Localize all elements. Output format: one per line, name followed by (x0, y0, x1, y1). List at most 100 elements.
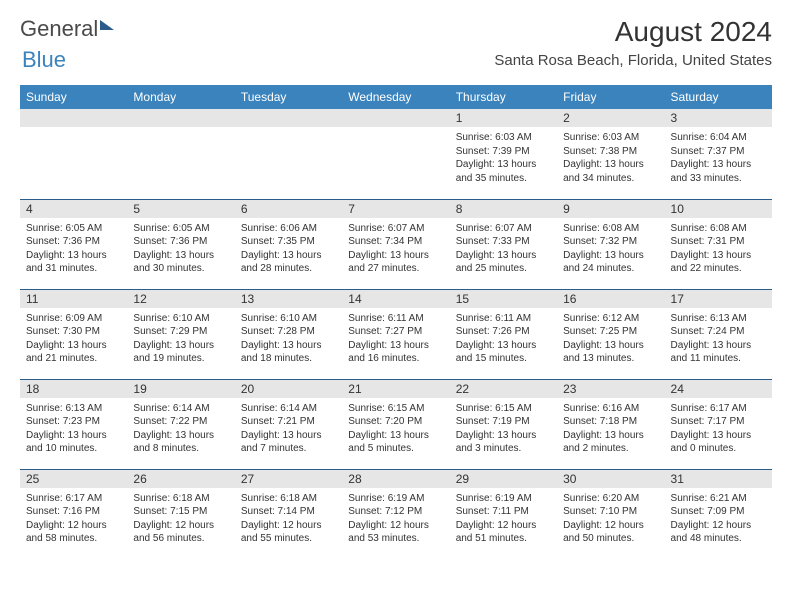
sunrise-text: Sunrise: 6:10 AM (133, 312, 228, 326)
day-details: Sunrise: 6:05 AMSunset: 7:36 PMDaylight:… (26, 222, 121, 276)
sunrise-text: Sunrise: 6:08 AM (671, 222, 766, 236)
day-details: Sunrise: 6:18 AMSunset: 7:14 PMDaylight:… (241, 492, 336, 546)
sunset-text: Sunset: 7:27 PM (348, 325, 443, 339)
sunset-text: Sunset: 7:32 PM (563, 235, 658, 249)
day-number (235, 109, 342, 127)
sunrise-text: Sunrise: 6:13 AM (671, 312, 766, 326)
sunrise-text: Sunrise: 6:03 AM (563, 131, 658, 145)
day-details: Sunrise: 6:03 AMSunset: 7:38 PMDaylight:… (563, 131, 658, 185)
sunset-text: Sunset: 7:29 PM (133, 325, 228, 339)
sunrise-text: Sunrise: 6:18 AM (133, 492, 228, 506)
sunrise-text: Sunrise: 6:08 AM (563, 222, 658, 236)
daylight-text: Daylight: 13 hours and 3 minutes. (456, 429, 551, 456)
daylight-text: Daylight: 13 hours and 24 minutes. (563, 249, 658, 276)
day-number: 4 (20, 200, 127, 218)
day-details: Sunrise: 6:10 AMSunset: 7:29 PMDaylight:… (133, 312, 228, 366)
calendar-cell: 24Sunrise: 6:17 AMSunset: 7:17 PMDayligh… (665, 379, 772, 469)
dayheader: Sunday (20, 85, 127, 109)
day-details: Sunrise: 6:07 AMSunset: 7:33 PMDaylight:… (456, 222, 551, 276)
day-number: 24 (665, 380, 772, 398)
day-number: 16 (557, 290, 664, 308)
daylight-text: Daylight: 12 hours and 53 minutes. (348, 519, 443, 546)
calendar-cell: 28 Sunrise: 6:19 AMSunset: 7:12 PMDayligh… (342, 469, 449, 559)
day-details: Sunrise: 6:12 AMSunset: 7:25 PMDaylight:… (563, 312, 658, 366)
calendar-cell: 5Sunrise: 6:05 AMSunset: 7:36 PMDaylight… (127, 199, 234, 289)
sunset-text: Sunset: 7:30 PM (26, 325, 121, 339)
day-number (342, 109, 449, 127)
calendar-cell: 26Sunrise: 6:18 AMSunset: 7:15 PMDayligh… (127, 469, 234, 559)
sunset-text: Sunset: 7:17 PM (671, 415, 766, 429)
daylight-text: Daylight: 13 hours and 15 minutes. (456, 339, 551, 366)
day-details: Sunrise: 6:19 AMSunset: 7:12 PMDaylight:… (348, 492, 443, 546)
day-number: 17 (665, 290, 772, 308)
calendar-cell: 10 Sunrise: 6:08 AMSunset: 7:31 PMDayligh… (665, 199, 772, 289)
sunset-text: Sunset: 7:26 PM (456, 325, 551, 339)
sunrise-text: Sunrise: 6:04 AM (671, 131, 766, 145)
daylight-text: Daylight: 13 hours and 25 minutes. (456, 249, 551, 276)
daylight-text: Daylight: 12 hours and 55 minutes. (241, 519, 336, 546)
daylight-text: Daylight: 13 hours and 16 minutes. (348, 339, 443, 366)
daylight-text: Daylight: 13 hours and 31 minutes. (26, 249, 121, 276)
day-number: 25 (20, 470, 127, 488)
day-number: 15 (450, 290, 557, 308)
daylight-text: Daylight: 13 hours and 22 minutes. (671, 249, 766, 276)
daylight-text: Daylight: 13 hours and 11 minutes. (671, 339, 766, 366)
dayheader: Tuesday (235, 85, 342, 109)
daylight-text: Daylight: 13 hours and 18 minutes. (241, 339, 336, 366)
calendar-cell: 31Sunrise: 6:21 AMSunset: 7:09 PMDayligh… (665, 469, 772, 559)
day-details: Sunrise: 6:14 AMSunset: 7:21 PMDaylight:… (241, 402, 336, 456)
day-number (20, 109, 127, 127)
sunrise-text: Sunrise: 6:17 AM (26, 492, 121, 506)
daylight-text: Daylight: 13 hours and 35 minutes. (456, 158, 551, 185)
daylight-text: Daylight: 13 hours and 5 minutes. (348, 429, 443, 456)
sunset-text: Sunset: 7:21 PM (241, 415, 336, 429)
sunrise-text: Sunrise: 6:11 AM (348, 312, 443, 326)
sunrise-text: Sunrise: 6:05 AM (26, 222, 121, 236)
sunset-text: Sunset: 7:15 PM (133, 505, 228, 519)
day-number: 22 (450, 380, 557, 398)
sunset-text: Sunset: 7:25 PM (563, 325, 658, 339)
sunset-text: Sunset: 7:36 PM (26, 235, 121, 249)
logo: General (20, 16, 116, 42)
day-number: 29 (450, 470, 557, 488)
calendar-cell: 30Sunrise: 6:20 AMSunset: 7:10 PMDayligh… (557, 469, 664, 559)
calendar-cell: 7Sunrise: 6:07 AMSunset: 7:34 PMDaylight… (342, 199, 449, 289)
sunrise-text: Sunrise: 6:14 AM (133, 402, 228, 416)
daylight-text: Daylight: 13 hours and 30 minutes. (133, 249, 228, 276)
day-details: Sunrise: 6:06 AMSunset: 7:35 PMDaylight:… (241, 222, 336, 276)
sunset-text: Sunset: 7:10 PM (563, 505, 658, 519)
calendar-cell: 14 Sunrise: 6:11 AMSunset: 7:27 PMDayligh… (342, 289, 449, 379)
calendar-cell (235, 109, 342, 199)
calendar-cell: 15 Sunrise: 6:11 AMSunset: 7:26 PMDayligh… (450, 289, 557, 379)
calendar-row: 4Sunrise: 6:05 AMSunset: 7:36 PMDaylight… (20, 199, 772, 289)
sunset-text: Sunset: 7:33 PM (456, 235, 551, 249)
daylight-text: Daylight: 13 hours and 33 minutes. (671, 158, 766, 185)
day-details: Sunrise: 6:11 AMSunset: 7:26 PMDaylight:… (456, 312, 551, 366)
day-details: Sunrise: 6:11 AMSunset: 7:27 PMDaylight:… (348, 312, 443, 366)
dayheader: Monday (127, 85, 234, 109)
day-number: 28 (342, 470, 449, 488)
day-details: Sunrise: 6:10 AMSunset: 7:28 PMDaylight:… (241, 312, 336, 366)
day-details: Sunrise: 6:21 AMSunset: 7:09 PMDaylight:… (671, 492, 766, 546)
day-number: 10 (665, 200, 772, 218)
day-details: Sunrise: 6:16 AMSunset: 7:18 PMDaylight:… (563, 402, 658, 456)
calendar-cell: 12Sunrise: 6:10 AMSunset: 7:29 PMDayligh… (127, 289, 234, 379)
sunset-text: Sunset: 7:22 PM (133, 415, 228, 429)
sunset-text: Sunset: 7:09 PM (671, 505, 766, 519)
calendar-cell: 4 Sunrise: 6:05 AMSunset: 7:36 PMDaylight… (20, 199, 127, 289)
day-details: Sunrise: 6:08 AMSunset: 7:31 PMDaylight:… (671, 222, 766, 276)
calendar-cell: 23Sunrise: 6:16 AMSunset: 7:18 PMDayligh… (557, 379, 664, 469)
sunrise-text: Sunrise: 6:16 AM (563, 402, 658, 416)
sunset-text: Sunset: 7:37 PM (671, 145, 766, 159)
day-number: 1 (450, 109, 557, 127)
daylight-text: Daylight: 13 hours and 8 minutes. (133, 429, 228, 456)
sunset-text: Sunset: 7:24 PM (671, 325, 766, 339)
sunset-text: Sunset: 7:16 PM (26, 505, 121, 519)
logo-word2: Blue (22, 47, 66, 72)
day-number: 14 (342, 290, 449, 308)
sunset-text: Sunset: 7:23 PM (26, 415, 121, 429)
sunrise-text: Sunrise: 6:10 AM (241, 312, 336, 326)
sunrise-text: Sunrise: 6:07 AM (348, 222, 443, 236)
sunrise-text: Sunrise: 6:12 AM (563, 312, 658, 326)
day-number: 21 (342, 380, 449, 398)
